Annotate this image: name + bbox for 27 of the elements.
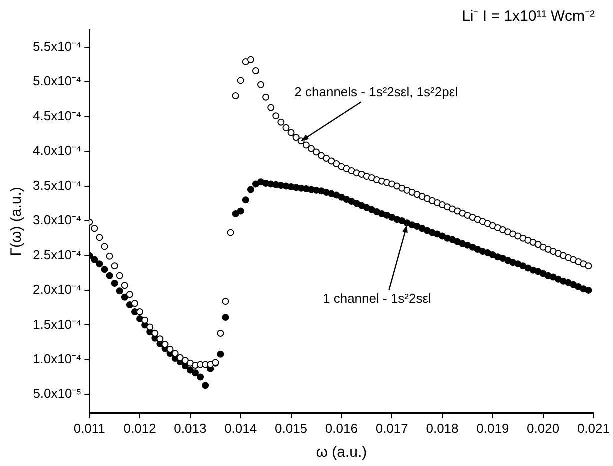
chart-title: Li⁻ I = 1x10¹¹ Wcm⁻²	[462, 8, 596, 26]
y-tick-label: 4.0x10⁻⁴	[32, 143, 82, 158]
x-tick-label: 0.020	[527, 420, 560, 436]
annotation: 2 channels - 1s²2sεl, 1s²2pεl	[294, 84, 458, 100]
x-tick-label: 0.015	[274, 420, 308, 436]
y-tick-label: 3.5x10⁻⁴	[32, 178, 82, 193]
y-tick-label: 1.5x10⁻⁴	[32, 316, 82, 332]
x-tick-label: 0.011	[74, 420, 106, 436]
y-axis-title: Γ(ω) (a.u.)	[8, 187, 26, 256]
x-tick-label: 0.013	[174, 420, 207, 436]
x-tick-label: 0.016	[325, 420, 358, 436]
x-axis-title: ω (a.u.)	[316, 444, 368, 462]
x-tick-label: 0.012	[124, 420, 156, 436]
y-tick-label: 5.0x10⁻⁴	[32, 74, 82, 89]
x-tick-label: 0.019	[476, 420, 510, 436]
annotation: 1 channel - 1s²2sεl	[323, 290, 432, 306]
y-tick-label: 1.0x10⁻⁴	[32, 351, 82, 366]
x-tick-label: 0.017	[376, 420, 408, 436]
x-tick-label: 0.014	[224, 420, 258, 436]
y-tick-label: 5.5x10⁻⁴	[32, 38, 82, 54]
y-tick-label: 5.0x10⁻⁵	[33, 386, 82, 402]
y-tick-label: 3.0x10⁻⁴	[32, 212, 82, 228]
x-tick-label: 0.018	[426, 420, 459, 436]
y-tick-label: 2.5x10⁻⁴	[32, 247, 82, 262]
x-tick-label: 0.021	[577, 420, 610, 436]
y-tick-label: 2.0x10⁻⁴	[32, 282, 82, 298]
y-tick-label: 4.5x10⁻⁴	[32, 108, 82, 124]
